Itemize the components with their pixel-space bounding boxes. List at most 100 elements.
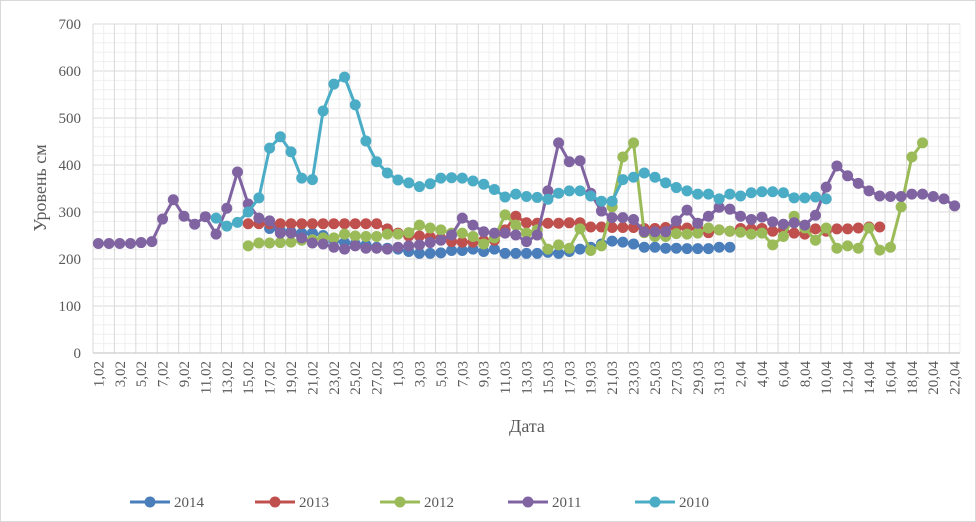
- data-point-2011: [810, 209, 821, 221]
- x-tick-label: 9,02: [177, 361, 193, 387]
- data-point-2013: [413, 230, 425, 242]
- data-point-2012: [285, 236, 297, 248]
- data-point-2011: [702, 210, 714, 222]
- data-point-2013: [456, 236, 468, 248]
- legend-item-2012: 2012: [380, 495, 454, 511]
- x-tick-label: 17,03: [562, 361, 578, 395]
- data-point-2014: [574, 243, 586, 255]
- data-point-2011: [381, 243, 393, 255]
- data-point-2012: [392, 228, 404, 240]
- data-point-2010: [670, 182, 682, 194]
- data-point-2012: [884, 241, 896, 253]
- data-point-2011: [157, 213, 169, 225]
- data-point-2012: [917, 137, 929, 149]
- data-point-2010: [563, 185, 575, 197]
- data-point-2011: [328, 241, 340, 253]
- x-tick-label: 1,03: [391, 361, 407, 387]
- data-point-2011: [820, 181, 832, 193]
- data-point-2010: [617, 174, 629, 186]
- data-point-2010: [681, 185, 693, 197]
- x-tick-label: 3,02: [113, 361, 129, 387]
- legend-marker-icon: [394, 496, 406, 508]
- data-point-2012: [852, 242, 864, 254]
- data-point-2010: [317, 105, 329, 117]
- data-point-2012: [274, 237, 286, 249]
- x-tick-label: 16,04: [883, 361, 899, 395]
- data-point-2012: [810, 234, 821, 246]
- data-point-2011: [595, 205, 607, 217]
- data-point-2010: [628, 171, 640, 183]
- data-point-2010: [499, 191, 511, 203]
- data-point-2011: [403, 240, 415, 252]
- y-tick-label: 300: [59, 205, 82, 221]
- series-2010: [210, 71, 832, 232]
- data-point-2010: [585, 190, 597, 202]
- data-point-2010: [435, 172, 447, 184]
- data-point-2014: [617, 236, 629, 248]
- x-axis-ticks: 1,02 3,02 5,02 7,02 9,02 11,02 13,02 15,02 17,02…: [91, 361, 963, 395]
- x-tick-label: 7,02: [156, 361, 172, 387]
- data-point-2011: [777, 218, 789, 230]
- data-point-2011: [392, 241, 404, 253]
- data-point-2013: [874, 221, 886, 233]
- data-point-2011: [296, 232, 308, 244]
- data-point-2013: [285, 218, 297, 230]
- legend-item-2011: 2011: [508, 495, 581, 511]
- data-point-2011: [628, 214, 640, 226]
- data-point-2013: [521, 217, 532, 229]
- x-tick-label: 18,04: [905, 361, 921, 395]
- x-tick-label: 19,03: [584, 361, 600, 395]
- data-point-2011: [917, 188, 929, 200]
- legend-marker-icon: [269, 496, 281, 508]
- data-point-2011: [788, 217, 800, 229]
- data-point-2012: [521, 227, 532, 239]
- data-point-2010: [649, 171, 661, 183]
- data-point-2010: [660, 177, 672, 189]
- data-point-2010: [232, 216, 243, 228]
- x-tick-label: 11,02: [198, 361, 214, 394]
- data-point-2011: [499, 227, 511, 239]
- data-point-2014: [606, 235, 618, 247]
- data-point-2011: [745, 214, 757, 226]
- data-point-2014: [670, 242, 682, 254]
- data-point-2011: [167, 194, 179, 206]
- data-point-2011: [467, 219, 479, 231]
- data-point-2011: [253, 212, 265, 224]
- data-point-2010: [531, 191, 543, 203]
- data-point-2011: [435, 234, 447, 246]
- data-point-2012: [499, 209, 511, 221]
- data-point-2012: [253, 237, 265, 249]
- data-point-2014: [413, 247, 425, 259]
- data-point-2010: [371, 156, 383, 168]
- data-point-2010: [306, 174, 318, 186]
- data-point-2012: [264, 237, 276, 249]
- data-point-2012: [767, 239, 779, 251]
- data-point-2013: [767, 225, 779, 237]
- data-point-2010: [403, 177, 415, 189]
- series-2012: [242, 137, 929, 257]
- data-point-2014: [478, 245, 490, 257]
- data-point-2011: [178, 210, 190, 222]
- data-point-2014: [510, 247, 522, 259]
- legend-item-2014: 2014: [130, 495, 205, 511]
- data-point-2010: [210, 212, 222, 224]
- data-point-2012: [713, 224, 725, 236]
- data-point-2010: [799, 192, 811, 204]
- y-tick-label: 0: [74, 346, 82, 362]
- data-point-2011: [446, 229, 458, 241]
- data-point-2011: [831, 160, 843, 172]
- data-point-2014: [638, 241, 650, 253]
- data-point-2011: [103, 237, 115, 249]
- data-point-2013: [371, 218, 383, 230]
- data-point-2014: [553, 247, 565, 259]
- data-point-2012: [874, 244, 886, 256]
- data-point-2012: [702, 222, 714, 234]
- data-point-2014: [628, 238, 640, 250]
- data-point-2011: [692, 217, 704, 229]
- x-tick-label: 2,04: [734, 361, 750, 388]
- x-tick-label: 10,04: [819, 361, 835, 395]
- data-point-2014: [499, 247, 511, 259]
- data-point-2010: [521, 190, 532, 202]
- data-point-2010: [274, 131, 286, 143]
- y-axis-ticks: 0 100 200 300 400 500 600 700: [59, 17, 82, 362]
